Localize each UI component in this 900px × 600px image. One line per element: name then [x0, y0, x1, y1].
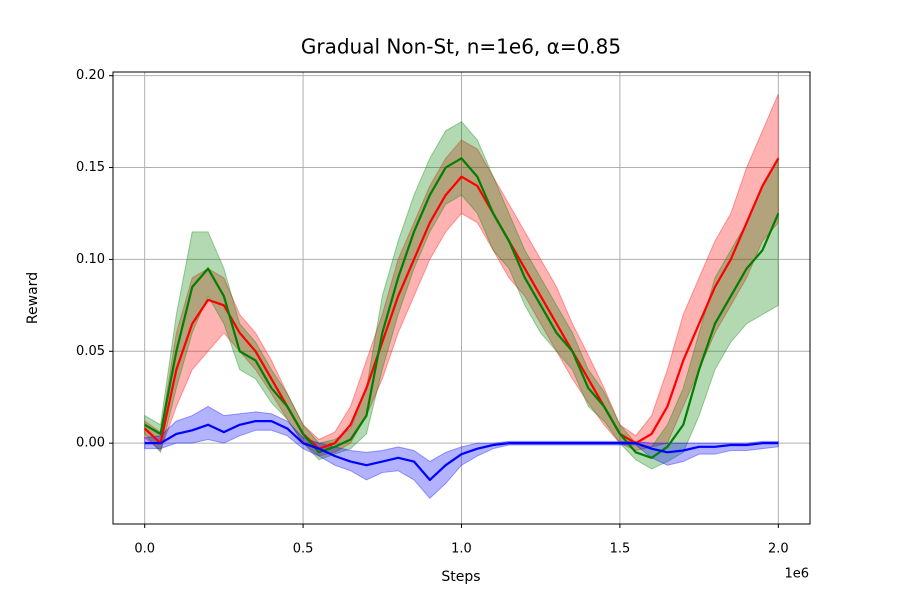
- series-line: [144, 420, 779, 482]
- x-tick-label: 0.5: [293, 542, 314, 557]
- y-tick-label: 0.00: [76, 436, 105, 451]
- y-axis-label: Reward: [25, 272, 41, 324]
- x-tick-label: 2.0: [768, 542, 789, 557]
- x-tick-label: 1.0: [451, 542, 472, 557]
- y-tick-label: 0.15: [76, 160, 105, 175]
- x-tick-label: 0.0: [134, 542, 155, 557]
- series-line: [144, 157, 780, 459]
- plot-frame: [112, 71, 811, 525]
- y-tick-label: 0.05: [76, 344, 105, 359]
- x-axis-label: Steps: [441, 569, 480, 585]
- y-tick-label: 0.20: [76, 68, 105, 83]
- series-line: [143, 157, 780, 450]
- confidence-band: [144, 93, 779, 457]
- x-tick-label: 1.5: [610, 542, 631, 557]
- y-tick-label: 0.10: [76, 252, 105, 267]
- confidence-band: [144, 405, 779, 499]
- x-offset-label: 1e6: [784, 567, 809, 582]
- chart-title: Gradual Non-St, n=1e6, α=0.85: [301, 35, 621, 59]
